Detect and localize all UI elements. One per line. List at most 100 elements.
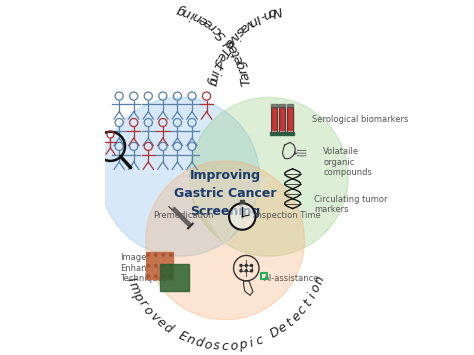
Circle shape: [250, 264, 253, 267]
Text: g: g: [175, 3, 187, 18]
Text: v: v: [241, 16, 255, 32]
Text: r: r: [136, 297, 149, 309]
Text: e: e: [153, 315, 167, 330]
Text: T: T: [239, 77, 253, 87]
Circle shape: [162, 264, 164, 267]
Text: t: t: [301, 297, 314, 309]
Circle shape: [229, 203, 255, 230]
Circle shape: [155, 264, 157, 267]
Bar: [272, 106, 277, 132]
Text: S: S: [214, 27, 229, 42]
Bar: [270, 132, 294, 135]
Text: g: g: [234, 58, 249, 71]
Text: Circulating tumor
markers: Circulating tumor markers: [314, 195, 387, 214]
Text: e: e: [226, 42, 241, 55]
Bar: [287, 104, 293, 106]
Bar: [261, 273, 267, 279]
Circle shape: [147, 253, 150, 256]
Text: c: c: [295, 304, 310, 317]
Text: i: i: [188, 7, 196, 21]
Circle shape: [162, 275, 164, 277]
Text: e: e: [201, 15, 215, 31]
Text: i: i: [230, 29, 242, 40]
Text: e: e: [231, 53, 246, 65]
Text: e: e: [276, 321, 290, 335]
Text: n: n: [206, 71, 220, 82]
Circle shape: [170, 253, 172, 256]
Bar: [280, 108, 285, 130]
Bar: [160, 264, 189, 291]
Text: a: a: [237, 20, 251, 35]
Text: p: p: [237, 338, 247, 352]
Circle shape: [170, 275, 172, 277]
Text: o: o: [309, 282, 324, 294]
Bar: [272, 108, 277, 130]
Text: -: -: [257, 9, 267, 23]
Text: v: v: [225, 31, 240, 46]
Text: n: n: [181, 5, 192, 20]
Circle shape: [245, 264, 247, 267]
Circle shape: [146, 161, 304, 320]
Text: o: o: [229, 339, 238, 353]
Text: o: o: [266, 5, 278, 20]
Text: Serological biomarkers: Serological biomarkers: [312, 115, 409, 124]
Text: v: v: [147, 310, 161, 324]
Text: s: s: [212, 339, 220, 353]
Text: n: n: [191, 9, 204, 24]
Text: n: n: [246, 13, 260, 29]
Circle shape: [155, 275, 157, 277]
Text: e: e: [289, 310, 303, 324]
Bar: [287, 106, 293, 132]
Text: t: t: [229, 48, 243, 59]
Text: Volataile
organic
compounds: Volataile organic compounds: [323, 147, 372, 177]
Text: s: s: [233, 24, 247, 38]
Text: p: p: [130, 289, 146, 302]
Circle shape: [155, 253, 157, 256]
Text: E: E: [176, 329, 189, 344]
Circle shape: [147, 275, 150, 277]
Text: I: I: [253, 12, 262, 25]
Bar: [288, 108, 292, 130]
Circle shape: [189, 97, 348, 256]
Circle shape: [100, 97, 259, 256]
Text: e: e: [196, 12, 210, 27]
Text: r: r: [237, 65, 250, 75]
Text: o: o: [203, 338, 212, 352]
Text: a: a: [237, 70, 252, 81]
Text: c: c: [222, 340, 228, 353]
Text: Inspection Time: Inspection Time: [254, 211, 321, 220]
Text: Image
Enhancing
Techniques: Image Enhancing Techniques: [120, 253, 167, 283]
Polygon shape: [172, 207, 191, 227]
Text: t: t: [209, 61, 223, 71]
Circle shape: [170, 264, 172, 267]
Text: d: d: [160, 321, 174, 335]
Text: e: e: [221, 36, 237, 50]
Text: Improving
Gastric Cancer
Screening: Improving Gastric Cancer Screening: [174, 169, 276, 218]
Text: t: t: [284, 316, 296, 329]
Bar: [279, 106, 285, 132]
Text: Premedication: Premedication: [154, 211, 214, 220]
Text: o: o: [141, 303, 155, 317]
Text: n: n: [312, 274, 327, 286]
Text: c: c: [210, 23, 225, 38]
Circle shape: [250, 270, 253, 272]
Text: r: r: [207, 20, 219, 33]
Circle shape: [240, 264, 242, 267]
Text: D: D: [268, 325, 283, 341]
Bar: [271, 104, 277, 106]
Text: N: N: [271, 3, 284, 18]
Text: e: e: [213, 50, 228, 63]
Text: AI-assistance: AI-assistance: [264, 274, 319, 283]
Text: c: c: [254, 333, 265, 348]
Text: s: s: [211, 55, 226, 67]
Text: d: d: [222, 36, 237, 51]
Text: i: i: [208, 68, 221, 75]
Circle shape: [240, 270, 242, 272]
Circle shape: [245, 270, 247, 272]
Text: n: n: [185, 333, 197, 348]
Text: d: d: [193, 335, 204, 350]
Text: n: n: [261, 6, 273, 21]
Text: i: i: [248, 336, 255, 350]
Circle shape: [162, 253, 164, 256]
Bar: [240, 200, 244, 203]
